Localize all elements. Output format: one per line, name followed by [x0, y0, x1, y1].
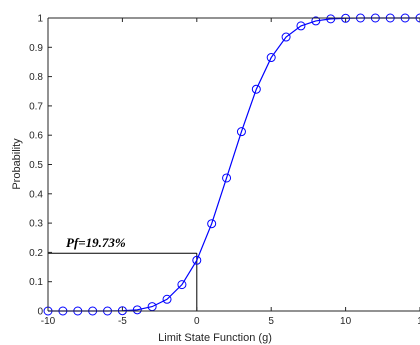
data-point	[326, 14, 336, 24]
y-tick-label: 0	[37, 307, 43, 318]
x-tick-label: 5	[268, 316, 274, 327]
data-point	[222, 173, 232, 183]
y-tick-label: 0.3	[29, 219, 43, 230]
y-axis-label: Probability	[11, 138, 23, 190]
x-tick-label: 1	[417, 316, 420, 327]
y-tick-label: 0.4	[29, 189, 43, 200]
y-tick-label: 0.7	[29, 101, 43, 112]
data-point	[192, 255, 202, 265]
x-tick-label: -10	[41, 316, 56, 327]
x-axis-label: Limit State Function (g)	[158, 332, 272, 344]
y-tick-label: 1	[37, 14, 43, 25]
ticks-group: -10-50510100.10.20.30.40.50.60.70.80.91	[29, 14, 420, 327]
data-point	[311, 16, 321, 26]
y-tick-label: 0.5	[29, 160, 43, 171]
data-point	[207, 219, 217, 229]
y-tick-label: 0.8	[29, 72, 43, 83]
y-tick-label: 0.9	[29, 43, 43, 54]
data-point	[251, 84, 261, 94]
y-tick-label: 0.6	[29, 131, 43, 142]
data-point	[162, 294, 172, 304]
pf-annotation: Pf=19.73%	[66, 235, 126, 250]
plot-area	[48, 18, 420, 311]
data-point	[296, 21, 306, 31]
y-tick-label: 0.2	[29, 248, 43, 259]
data-point	[177, 280, 187, 290]
pf-marker-lines	[48, 252, 198, 311]
data-point	[236, 127, 246, 137]
y-tick-label: 0.1	[29, 277, 43, 288]
data-point	[266, 53, 276, 63]
x-tick-label: 10	[340, 316, 352, 327]
x-tick-label: -5	[118, 316, 127, 327]
data-point	[281, 32, 291, 42]
data-point	[132, 305, 142, 315]
x-tick-label: 0	[194, 316, 200, 327]
